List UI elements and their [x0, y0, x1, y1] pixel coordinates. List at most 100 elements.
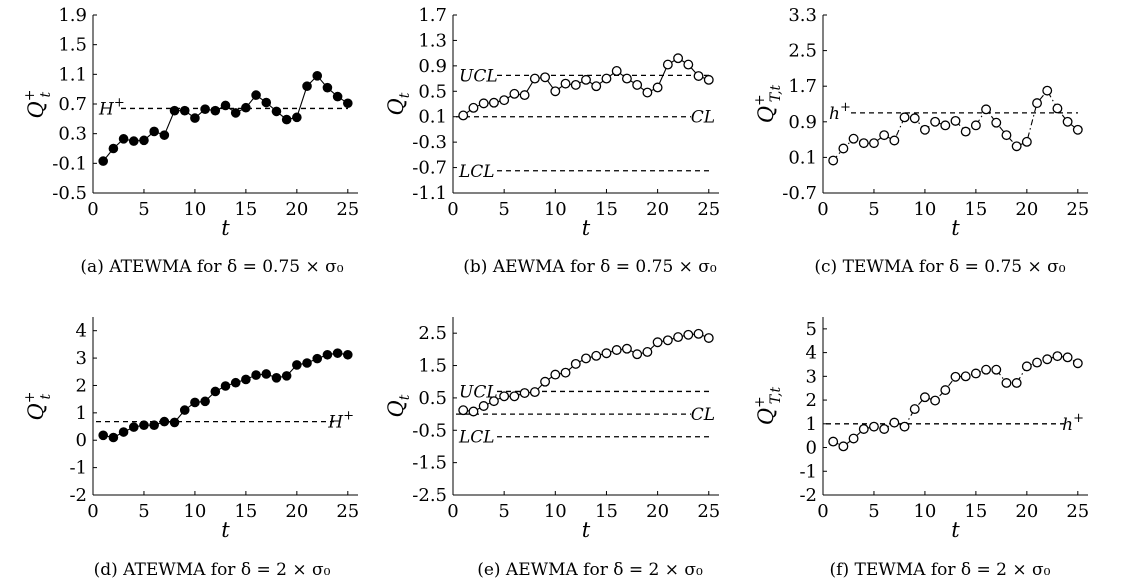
x-tick-label: 10 — [913, 501, 936, 522]
y-axis-label: Q+t — [22, 90, 54, 119]
reference-line-label-base: LCL — [458, 428, 495, 448]
x-tick-label: 25 — [336, 199, 359, 220]
data-point — [919, 124, 930, 135]
x-tick-label: 20 — [646, 501, 669, 522]
x-axis-label: t — [221, 216, 230, 240]
data-point — [529, 387, 540, 398]
data-point — [591, 81, 602, 92]
data-point — [981, 364, 992, 375]
y-tick-label: -0.7 — [412, 158, 447, 179]
data-point — [210, 386, 221, 397]
data-point — [930, 116, 941, 127]
y-tick-label: 1 — [76, 403, 87, 424]
data-point — [458, 405, 469, 416]
y-tick-label: 3.3 — [788, 5, 817, 26]
x-tick-label: 0 — [817, 501, 828, 522]
y-tick-label: -0.5 — [412, 420, 447, 441]
x-tick-label: 15 — [234, 199, 257, 220]
data-point — [673, 332, 684, 343]
y-tick-label: 0.9 — [788, 112, 817, 133]
x-tick-label: 25 — [336, 501, 359, 522]
reference-line-label: UCL — [459, 382, 498, 402]
x-axis-label: t — [582, 216, 591, 240]
x-tick-label: 5 — [498, 199, 509, 220]
data-point — [1021, 361, 1032, 372]
data-point — [848, 433, 859, 444]
data-point — [149, 126, 159, 137]
reference-line-label: H+ — [327, 409, 354, 433]
data-point — [332, 348, 343, 358]
y-tick-label: 5 — [806, 319, 817, 340]
data-point — [1052, 351, 1063, 362]
x-tick-label: 0 — [817, 199, 828, 220]
reference-line-label: CL — [691, 108, 715, 128]
data-point — [499, 391, 510, 402]
data-point — [858, 138, 869, 149]
data-point — [458, 110, 469, 121]
y-tick-label: 0.1 — [788, 147, 817, 168]
reference-line-label-sup: + — [1073, 411, 1084, 426]
y-axis-label: Q+T,t — [752, 84, 784, 123]
data-point — [1021, 136, 1032, 147]
x-axis-label: t — [951, 216, 960, 240]
x-tick-label: 5 — [868, 501, 879, 522]
x-tick-label: 10 — [913, 199, 936, 220]
data-point — [960, 126, 971, 137]
data-point — [621, 73, 632, 84]
data-point — [693, 71, 704, 81]
data-point — [591, 350, 602, 361]
data-point — [230, 377, 241, 388]
data-point — [703, 74, 714, 85]
y-tick-label: -2 — [69, 485, 87, 506]
data-point — [673, 53, 684, 64]
data-point — [302, 81, 312, 91]
data-point — [499, 95, 510, 106]
data-point — [991, 364, 1002, 375]
data-point — [1072, 358, 1083, 369]
data-point — [550, 369, 561, 380]
x-tick-label: 25 — [1066, 199, 1089, 220]
data-point — [159, 130, 170, 140]
data-point — [838, 143, 849, 154]
y-axis-label-sup: + — [22, 90, 38, 102]
x-tick-label: 10 — [544, 199, 567, 220]
data-point — [642, 87, 653, 98]
data-point — [322, 349, 333, 360]
data-point — [200, 396, 210, 407]
reference-line-label-sup: + — [114, 95, 125, 110]
panel-caption: (a) ATEWMA for δ = 0.75 × σ₀ — [80, 257, 343, 277]
x-tick-label: 5 — [868, 199, 879, 220]
reference-line-label: h+ — [829, 100, 851, 124]
data-point — [991, 117, 1002, 128]
x-tick-label: 20 — [646, 199, 669, 220]
data-point — [879, 130, 890, 141]
y-axis-label-sup: + — [752, 396, 768, 408]
data-point — [220, 381, 231, 391]
data-point — [190, 113, 200, 123]
x-axis-label: t — [951, 518, 960, 542]
chart-panel-1: 0 5 10 15 20 25-0.5-0.10.30.71.11.51.9tQ+tH+(… — [22, 5, 359, 277]
data-point — [899, 112, 910, 123]
data-point — [302, 358, 312, 368]
data-point — [261, 369, 272, 379]
data-point — [869, 421, 879, 432]
x-axis-label: t — [582, 518, 591, 542]
y-tick-label: 1.5 — [58, 35, 87, 56]
x-tick-label: 0 — [447, 199, 458, 220]
y-axis-label-base: Q — [754, 106, 778, 123]
data-point — [1001, 130, 1012, 141]
x-tick-label: 20 — [285, 501, 308, 522]
data-point — [560, 367, 571, 378]
reference-line-label: LCL — [458, 162, 495, 182]
y-axis-label-base: Q — [24, 403, 48, 420]
data-point — [909, 404, 920, 415]
data-point — [970, 368, 981, 379]
data-point — [261, 97, 272, 108]
data-point — [179, 405, 190, 415]
data-point — [930, 395, 941, 406]
y-axis-label-base: Q — [384, 98, 408, 115]
data-point — [611, 345, 622, 355]
y-tick-label: 2 — [806, 390, 817, 411]
series-line — [463, 333, 710, 413]
data-point — [169, 105, 180, 116]
